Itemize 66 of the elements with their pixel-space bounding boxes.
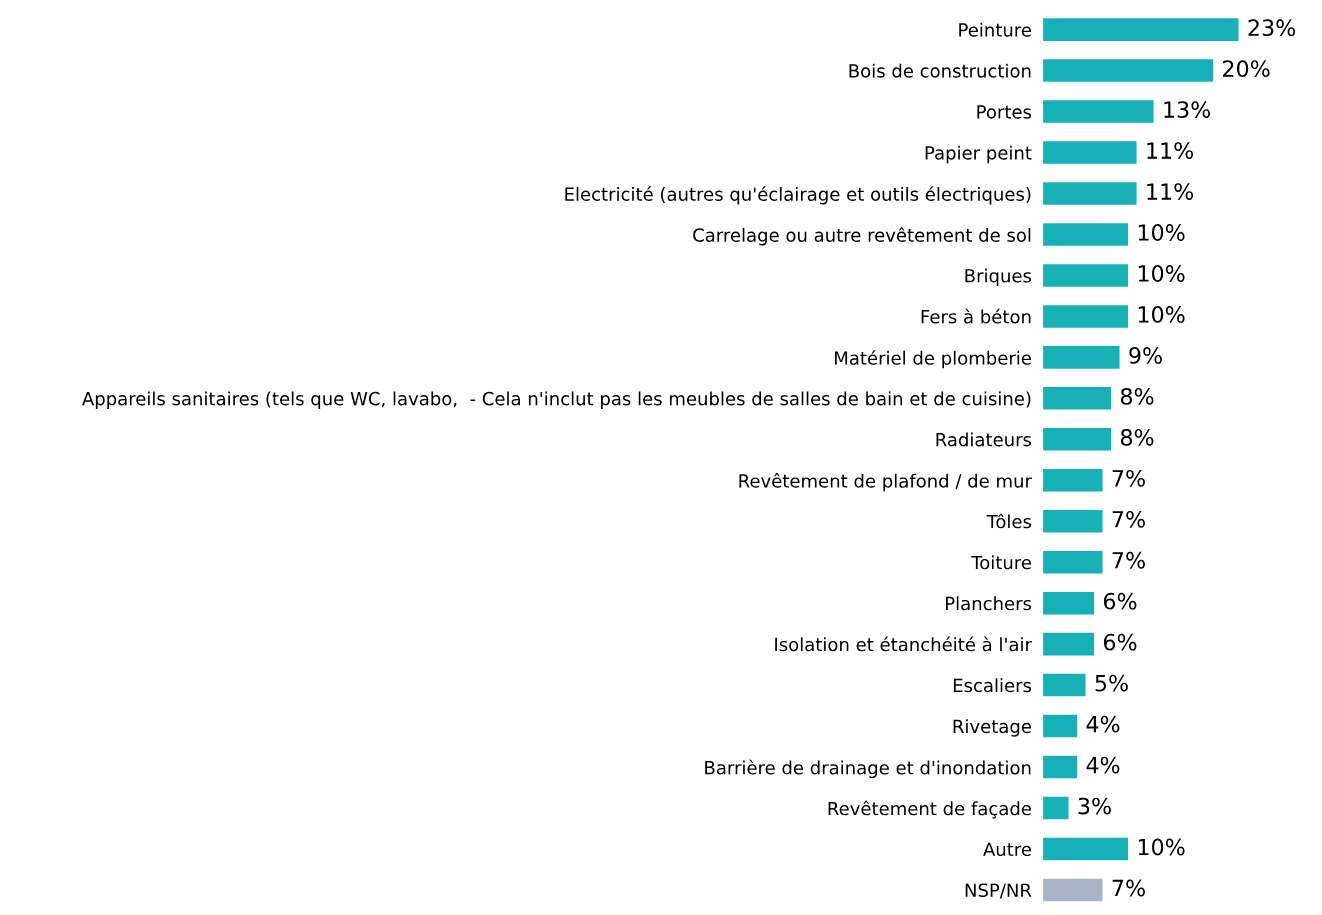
y-tick-label: Fers à béton <box>921 308 1031 324</box>
y-tick-label: Radiateurs <box>936 432 1032 447</box>
data-label: 7% <box>1112 469 1145 487</box>
y-tick-label: Carrelage ou autre revêtement de sol <box>693 227 1031 246</box>
data-label: 8% <box>1120 428 1154 446</box>
y-tick-label: Appareils sanitaires (tels que WC, lavabo, - Cela n'inclut pas les meubles de salles de bain et de cuisine) <box>82 391 1031 409</box>
y-tick-label: Portes <box>977 105 1032 119</box>
bar <box>1043 305 1129 328</box>
bar <box>1043 632 1095 656</box>
bar <box>1043 509 1103 533</box>
data-label: 5% <box>1095 674 1128 692</box>
bar <box>1043 878 1103 902</box>
data-label: 10% <box>1138 306 1185 323</box>
bar <box>1043 264 1129 287</box>
data-label: 4% <box>1086 756 1120 774</box>
data-label: 7% <box>1112 879 1145 897</box>
y-tick-label: Revêtement de plafond / de mur <box>739 473 1032 492</box>
bar <box>1043 387 1112 410</box>
bar <box>1043 223 1129 246</box>
y-tick-label: Autre <box>983 842 1031 857</box>
bar <box>1043 591 1095 615</box>
bar <box>1043 469 1103 492</box>
data-label: 4% <box>1086 715 1120 733</box>
data-label: 6% <box>1103 592 1137 610</box>
data-label: 6% <box>1103 633 1137 651</box>
data-label: 23% <box>1248 19 1296 37</box>
y-tick-label: Rivetage <box>953 719 1031 737</box>
y-tick-label: Briques <box>965 268 1032 287</box>
data-label: 8% <box>1120 387 1154 405</box>
y-tick-label: Escaliers <box>953 678 1032 693</box>
data-label: 3% <box>1078 797 1111 815</box>
data-label: 7% <box>1112 551 1145 569</box>
y-tick-label: Peinture <box>959 22 1031 37</box>
data-label: 10% <box>1138 224 1185 241</box>
y-tick-label: Tôles <box>986 513 1032 529</box>
data-label: 10% <box>1138 838 1185 856</box>
bar <box>1043 673 1086 697</box>
bar <box>1043 714 1078 738</box>
y-tick-label: Revêtement de façade <box>828 800 1031 819</box>
bar <box>1043 346 1120 369</box>
data-label: 11% <box>1147 142 1194 159</box>
y-tick-label: Planchers <box>946 596 1032 611</box>
data-label: 9% <box>1129 347 1162 364</box>
y-tick-label: Barrière de drainage et d'inondation <box>705 759 1031 779</box>
y-tick-label: Electricité (autres qu'éclairage et outils électriques) <box>565 186 1031 205</box>
y-tick-label: NSP/NR <box>965 883 1032 899</box>
data-label: 7% <box>1112 510 1145 528</box>
y-tick-label: Isolation et étanchéité à l'air <box>775 636 1032 652</box>
bar <box>1043 141 1137 164</box>
bar <box>1043 59 1214 82</box>
data-label: 20% <box>1223 60 1270 78</box>
bar <box>1043 796 1069 820</box>
bar <box>1043 755 1078 779</box>
bar <box>1043 100 1154 123</box>
bar <box>1043 550 1103 574</box>
y-tick-label: Toiture <box>971 555 1031 570</box>
bar <box>1043 428 1112 451</box>
y-tick-label: Bois de construction <box>849 63 1031 78</box>
bar <box>1043 182 1137 205</box>
y-tick-label: Matériel de plomberie <box>835 350 1031 369</box>
data-label: 10% <box>1138 265 1185 282</box>
data-label: 13% <box>1164 101 1211 119</box>
bar <box>1043 837 1129 861</box>
bar <box>1043 18 1239 41</box>
y-tick-label: Papier peint <box>925 145 1032 164</box>
data-label: 11% <box>1147 183 1194 200</box>
